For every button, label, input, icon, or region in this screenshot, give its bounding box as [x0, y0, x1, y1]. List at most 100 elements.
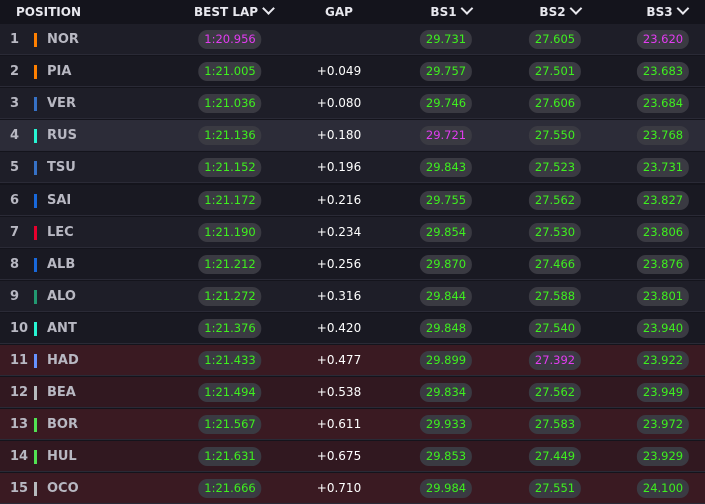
gap-value: +0.049 [316, 64, 362, 79]
sector-2-time: 27.523 [528, 158, 582, 178]
sector-1-time: 29.899 [419, 351, 473, 370]
team-color-bar [34, 97, 37, 112]
table-row[interactable]: 12 BEA 1:21.494 +0.538 29.834 27.562 23.949 [0, 377, 705, 409]
team-color-bar [34, 289, 37, 304]
chevron-down-icon [676, 2, 690, 15]
sector-3-time: 23.683 [636, 62, 690, 82]
gap-value: +0.538 [316, 385, 362, 400]
table-row[interactable]: 6 SAI 1:21.172 +0.216 29.755 27.562 23.827 [0, 184, 705, 216]
column-header-best-lap[interactable]: BEST LAP [194, 0, 275, 24]
gap-value: +0.420 [316, 320, 362, 335]
chevron-down-icon [569, 2, 583, 15]
best-lap-time: 1:21.172 [198, 190, 262, 210]
best-lap-time: 1:21.666 [198, 479, 262, 499]
team-color-bar [34, 225, 37, 240]
sector-2-time: 27.466 [528, 254, 582, 274]
best-lap-time: 1:21.005 [198, 62, 262, 82]
table-row[interactable]: 3 VER 1:21.036 +0.080 29.746 27.606 23.684 [0, 88, 705, 120]
sector-3-time: 23.922 [636, 351, 690, 370]
table-row[interactable]: 13 BOR 1:21.567 +0.611 29.933 27.583 23.972 [0, 409, 705, 441]
gap-value: +0.675 [316, 449, 362, 464]
sector-2-time: 27.562 [528, 190, 582, 210]
sector-1-time: 29.984 [419, 479, 473, 499]
sector-3-time: 23.929 [636, 447, 690, 467]
table-row[interactable]: 2 PIA 1:21.005 +0.049 29.757 27.501 23.683 [0, 56, 705, 88]
table-row[interactable]: 8 ALB 1:21.212 +0.256 29.870 27.466 23.876 [0, 248, 705, 280]
gap-value: +0.316 [316, 288, 362, 303]
sector-2-time: 27.551 [528, 479, 582, 499]
column-header-gap[interactable]: GAP [325, 5, 353, 19]
sector-3-time: 23.972 [636, 415, 690, 435]
sector-2-time: 27.562 [528, 383, 582, 403]
sector-2-time: 27.588 [528, 286, 582, 306]
bs2-label: BS2 [539, 5, 566, 19]
best-lap-label: BEST LAP [194, 5, 259, 19]
column-header-bs1[interactable]: BS1 [430, 0, 474, 24]
sector-1-time: 29.870 [419, 254, 473, 274]
sector-2-time: 27.449 [528, 447, 582, 467]
table-row[interactable]: 10 ANT 1:21.376 +0.420 29.848 27.540 23.940 [0, 312, 705, 344]
position-number: 6 [10, 192, 20, 208]
position-number: 4 [10, 128, 20, 144]
driver-code: NOR [47, 32, 79, 47]
best-lap-time: 1:21.376 [198, 318, 262, 338]
driver-code: SAI [47, 192, 72, 208]
table-row[interactable]: 14 HUL 1:21.631 +0.675 29.853 27.449 23.929 [0, 441, 705, 473]
table-row[interactable]: 15 OCO 1:21.666 +0.710 29.984 27.551 24.100 [0, 473, 705, 504]
gap-value: +0.180 [316, 128, 362, 143]
table-row[interactable]: 1 NOR 1:20.956 29.731 27.605 23.620 [0, 24, 705, 55]
best-lap-time: 1:21.190 [198, 222, 262, 242]
gap-value: +0.710 [316, 481, 362, 496]
position-number: 7 [10, 224, 20, 240]
driver-code: PIA [47, 64, 72, 80]
table-row[interactable]: 11 HAD 1:21.433 +0.477 29.899 27.392 23.922 [0, 345, 705, 376]
gap-value: +0.256 [316, 256, 362, 271]
column-header-bs2[interactable]: BS2 [539, 0, 583, 24]
best-lap-time: 1:21.152 [198, 158, 262, 178]
team-color-bar [34, 450, 37, 465]
position-number: 13 [10, 417, 29, 433]
gap-value: +0.611 [316, 417, 362, 432]
position-number: 12 [10, 385, 29, 401]
table-row[interactable]: 4 RUS 1:21.136 +0.180 29.721 27.550 23.768 [0, 120, 705, 152]
sector-3-time: 23.827 [636, 190, 690, 210]
team-color-bar [34, 354, 37, 368]
column-header-bs3[interactable]: BS3 [646, 0, 690, 24]
sector-1-time: 29.757 [419, 62, 473, 82]
position-number: 1 [10, 32, 20, 47]
sector-2-time: 27.605 [528, 30, 582, 49]
team-color-bar [34, 193, 37, 208]
sector-1-time: 29.731 [419, 30, 473, 49]
gap-value: +0.080 [316, 96, 362, 111]
gap-value: +0.234 [316, 224, 362, 239]
position-number: 5 [10, 160, 20, 176]
sector-2-time: 27.530 [528, 222, 582, 242]
table-row[interactable]: 5 TSU 1:21.152 +0.196 29.843 27.523 23.731 [0, 152, 705, 184]
sector-3-time: 23.801 [636, 286, 690, 306]
table-row[interactable]: 7 LEC 1:21.190 +0.234 29.854 27.530 23.806 [0, 216, 705, 248]
sector-2-time: 27.392 [528, 351, 582, 370]
position-number: 14 [10, 449, 29, 465]
sector-1-time: 29.853 [419, 447, 473, 467]
driver-code: ALB [47, 256, 76, 272]
sector-1-time: 29.746 [419, 94, 473, 114]
team-color-bar [34, 482, 37, 497]
sector-3-time: 23.620 [636, 30, 690, 49]
table-row[interactable]: 9 ALO 1:21.272 +0.316 29.844 27.588 23.801 [0, 280, 705, 312]
sector-2-time: 27.540 [528, 318, 582, 338]
sector-3-time: 24.100 [636, 479, 690, 499]
sector-2-time: 27.550 [528, 126, 582, 146]
position-number: 3 [10, 96, 20, 112]
sector-3-time: 23.940 [636, 318, 690, 338]
sector-1-time: 29.844 [419, 286, 473, 306]
best-lap-time: 1:21.494 [198, 383, 262, 403]
chevron-down-icon [262, 2, 275, 15]
team-color-bar [34, 321, 37, 336]
position-number: 15 [10, 481, 29, 497]
team-color-bar [34, 161, 37, 176]
driver-code: HUL [47, 449, 77, 465]
team-color-bar [34, 65, 37, 80]
column-header-position[interactable]: POSITION [16, 5, 81, 19]
best-lap-time: 1:21.272 [198, 286, 262, 306]
